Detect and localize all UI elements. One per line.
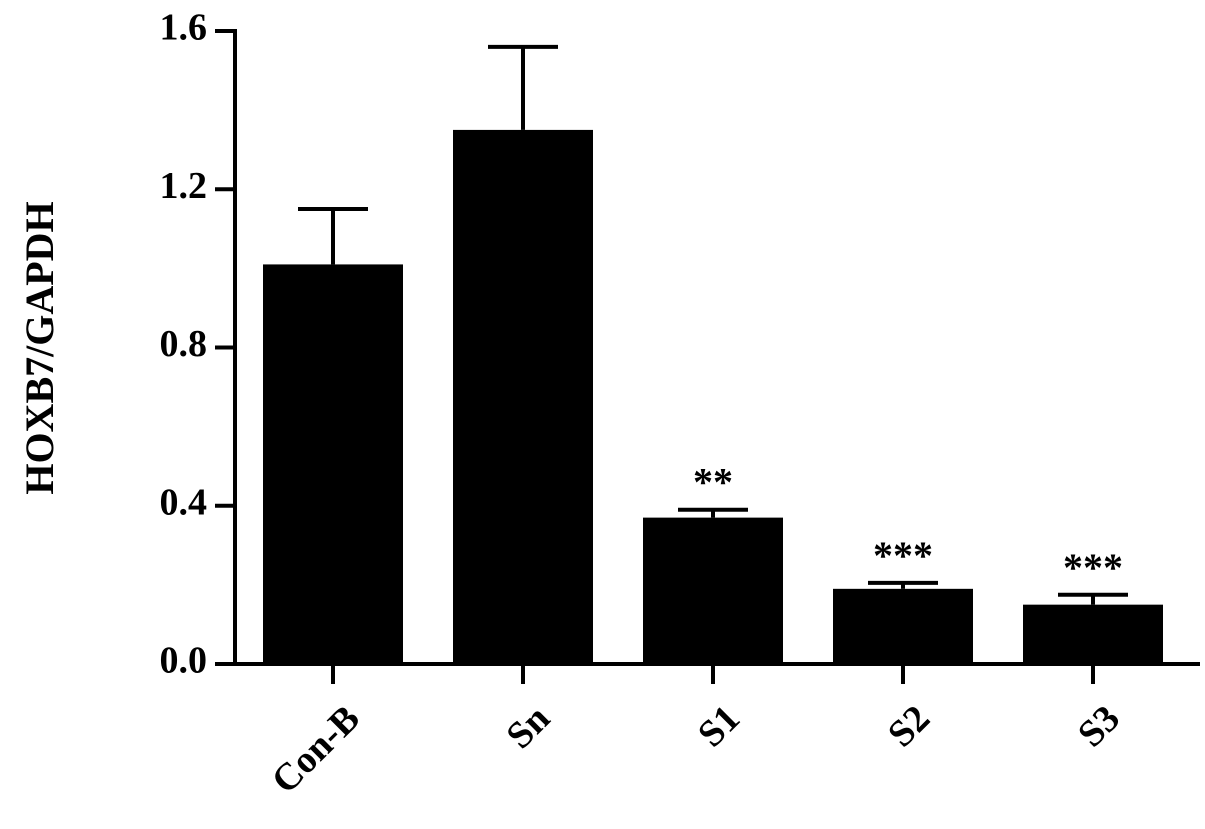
significance-label: ** (693, 460, 733, 505)
x-tick-label: Con-B (264, 697, 368, 801)
bar (263, 264, 403, 664)
error-bar (868, 580, 938, 589)
significance-label: *** (1063, 545, 1123, 590)
x-tick-label: S1 (690, 697, 748, 755)
bar (1023, 604, 1163, 664)
x-tick-label: S3 (1070, 697, 1128, 755)
x-tick-label: Sn (498, 697, 558, 757)
bar (643, 517, 783, 664)
error-bar (298, 207, 368, 265)
y-tick-label: 1.2 (160, 165, 208, 207)
x-tick-label: S2 (880, 697, 938, 755)
significance-label: *** (873, 533, 933, 578)
y-tick-label: 0.8 (160, 323, 208, 365)
y-tick-label: 0.4 (160, 481, 208, 523)
y-tick-label: 0.0 (160, 640, 208, 682)
bar (453, 129, 593, 664)
y-axis-label: HOXB7/GAPDH (17, 201, 62, 494)
error-bar (488, 44, 558, 130)
bar (833, 588, 973, 664)
y-tick-label: 1.6 (160, 7, 208, 49)
error-bar (1058, 592, 1128, 605)
error-bar (678, 507, 748, 518)
